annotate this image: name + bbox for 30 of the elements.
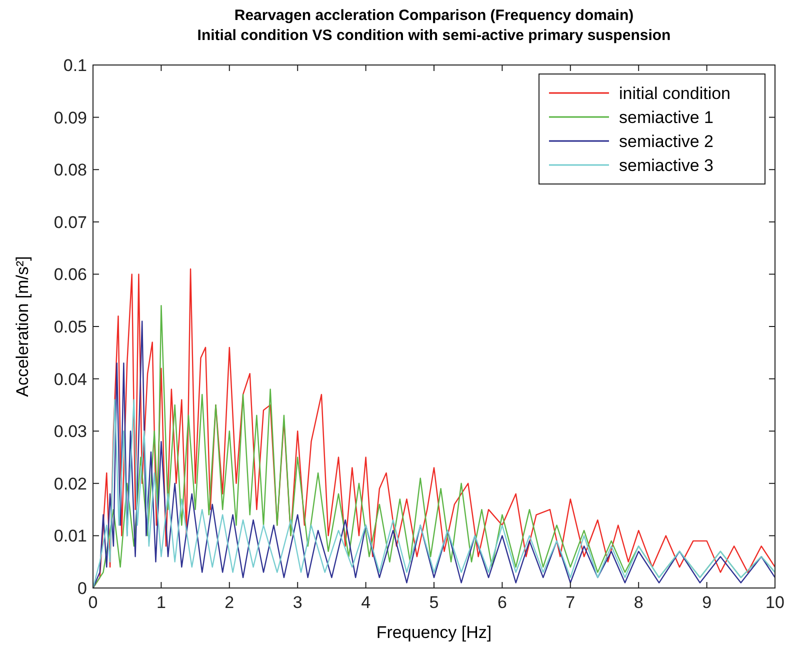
legend-label: semiactive 2	[619, 132, 714, 151]
y-tick-label: 0.04	[54, 370, 87, 389]
x-tick-label: 4	[361, 593, 371, 612]
x-tick-label: 6	[497, 593, 507, 612]
line-series	[92, 399, 776, 589]
x-tick-label: 8	[634, 593, 644, 612]
x-tick-label: 10	[766, 593, 784, 612]
y-tick-label: 0.02	[54, 474, 87, 494]
y-tick-label: 0.05	[54, 318, 87, 336]
x-tick-label: 5	[429, 593, 439, 612]
x-axis-title: Frequency [Hz]	[376, 623, 492, 642]
x-tick-label: 2	[224, 593, 234, 612]
x-tick-label: 3	[292, 593, 302, 612]
y-tick-label: 0.09	[54, 108, 87, 128]
chart-subtitle: Initial condition VS condition with semi-active primary suspension	[197, 27, 671, 44]
x-tick-label: 7	[566, 593, 576, 612]
y-tick-label: 0.01	[54, 526, 87, 546]
y-tick-label: 0.08	[54, 160, 87, 180]
y-tick-label: 0	[78, 579, 87, 598]
legend-label: semiactive 1	[619, 108, 714, 127]
y-axis-title: Acceleration [m/s²]	[13, 256, 32, 397]
legend-label: initial condition	[619, 84, 731, 103]
y-tick-label: 0.07	[54, 212, 87, 232]
y-tick-label: 0.1	[63, 56, 87, 75]
y-tick-label: 0.03	[54, 422, 87, 442]
legend-label: semiactive 3	[619, 156, 714, 175]
x-tick-label: 9	[702, 593, 712, 612]
y-tick-label: 0.06	[54, 265, 87, 284]
chart-title: Rearvagen accleration Comparison (Frequency domain)	[234, 7, 634, 24]
x-tick-label: 1	[156, 593, 166, 612]
